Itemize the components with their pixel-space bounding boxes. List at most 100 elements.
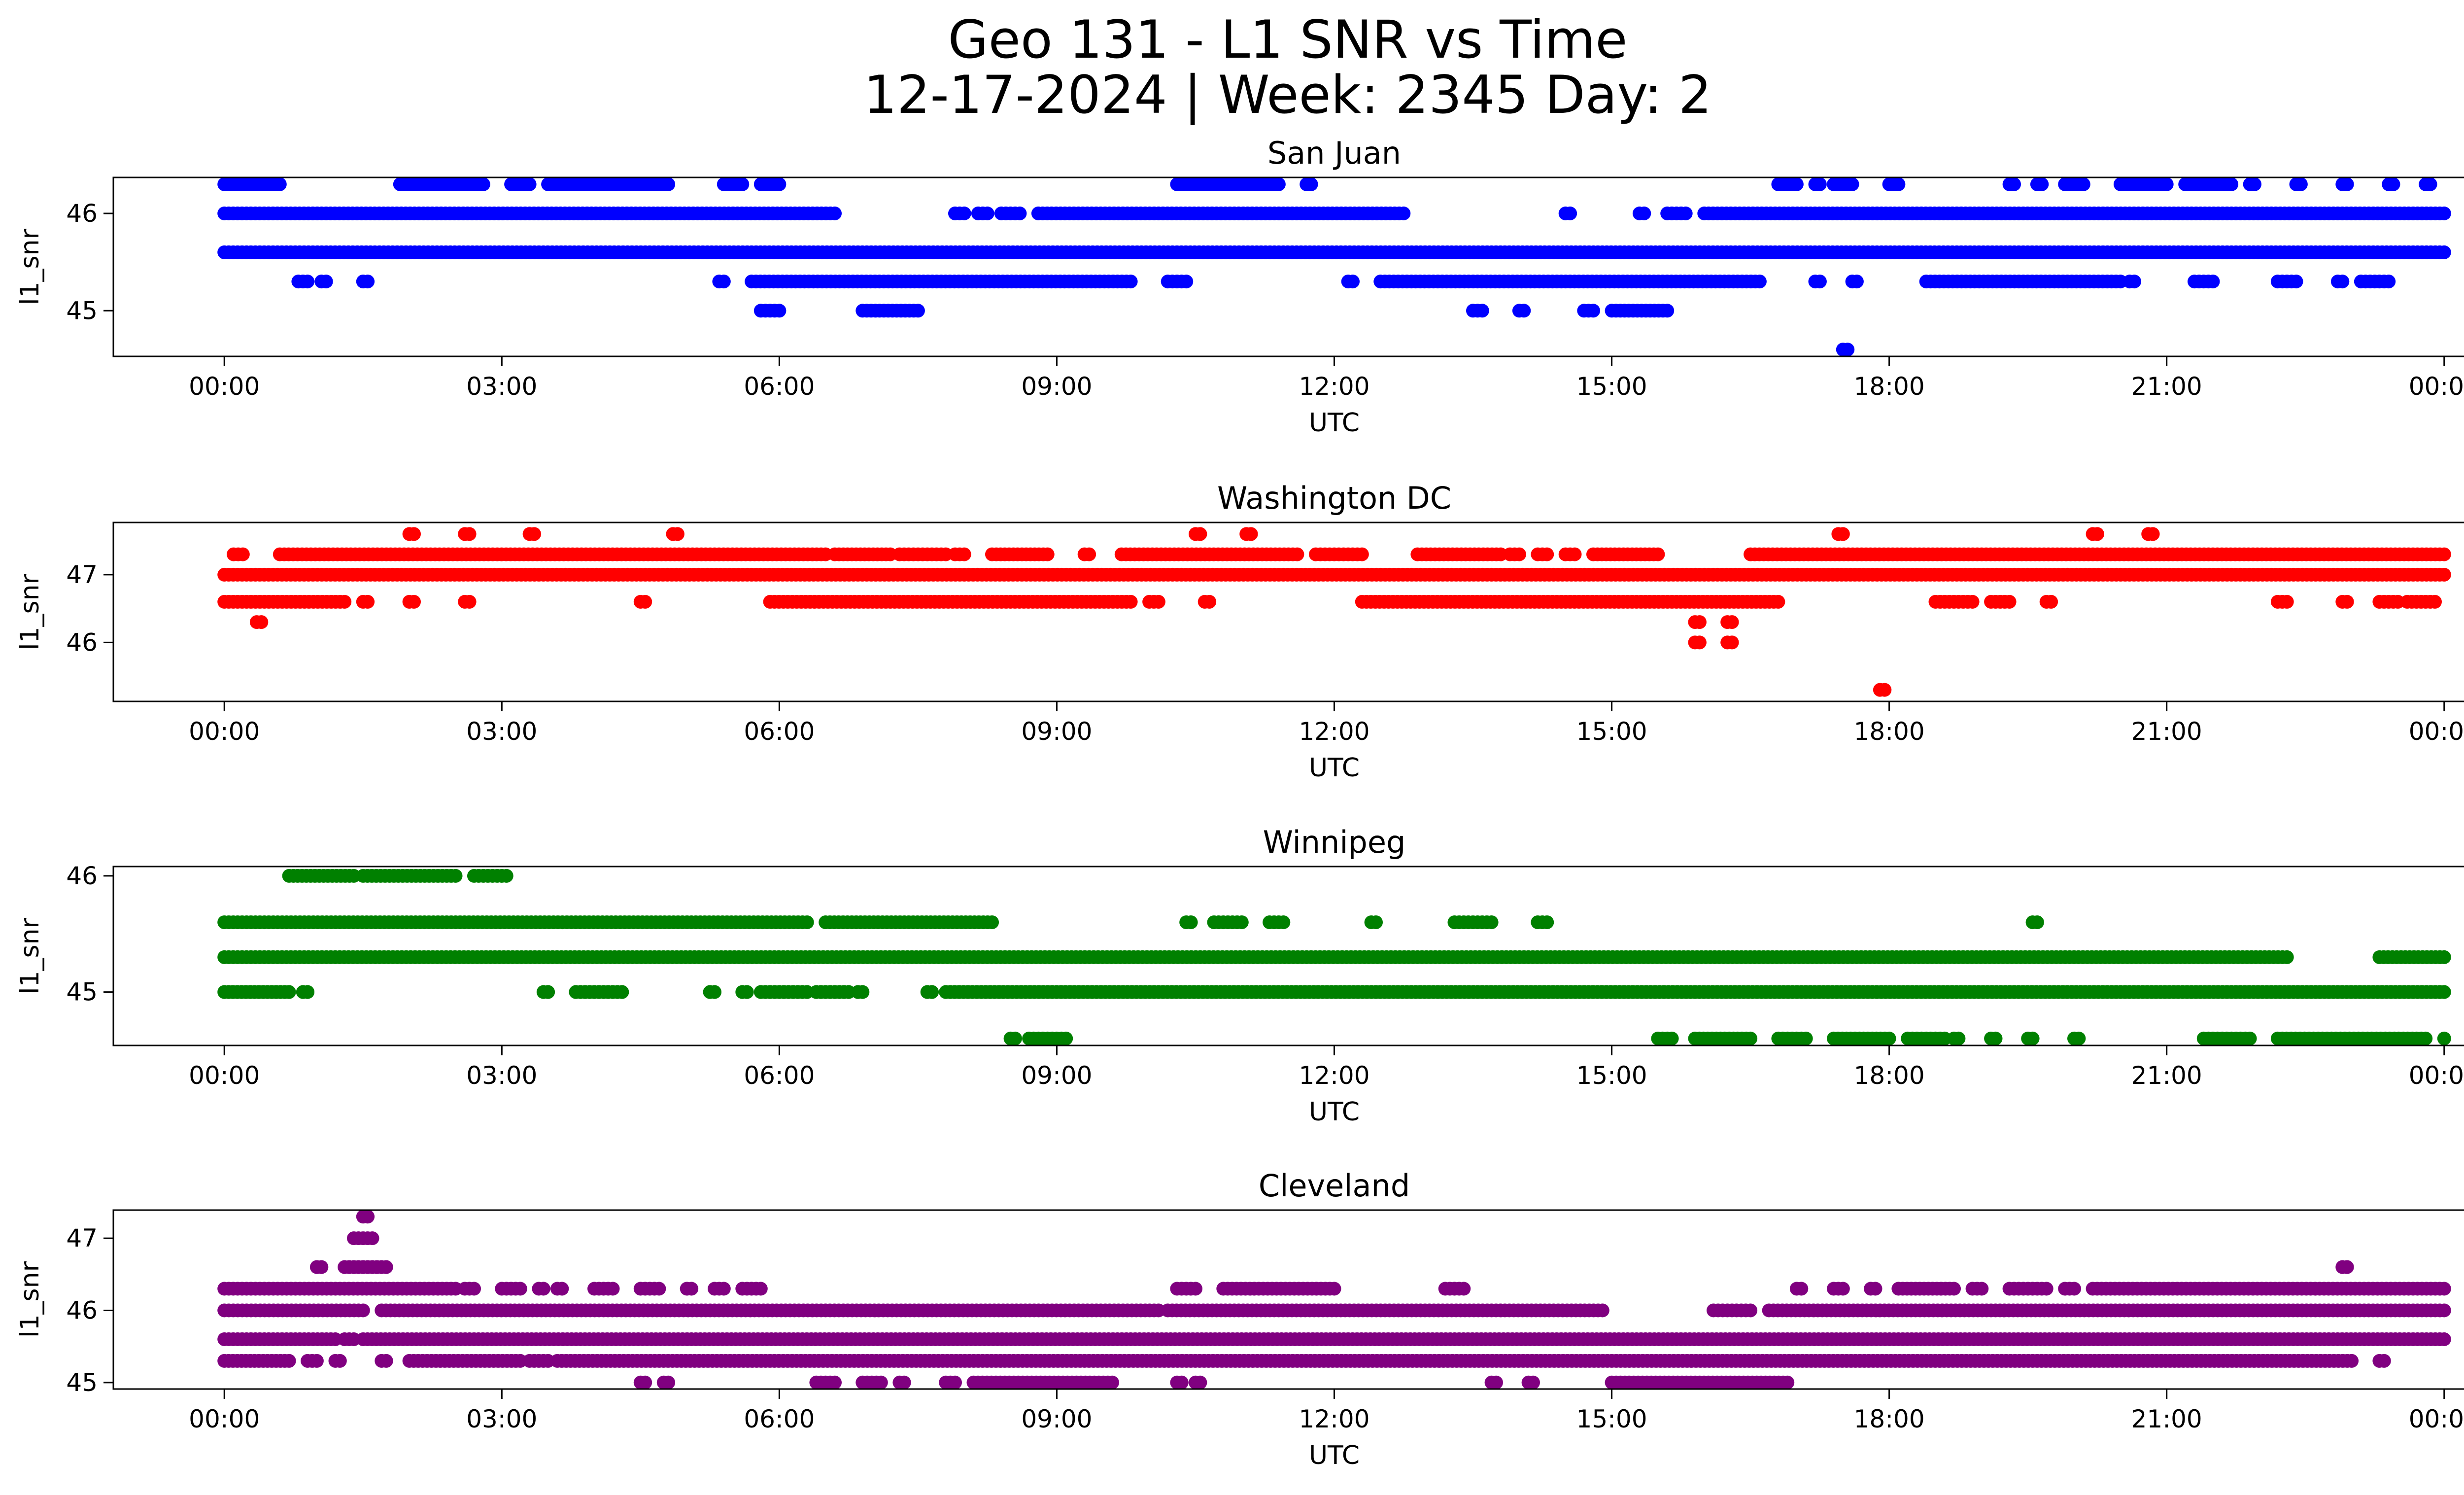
series-y-45.3 <box>217 950 2451 964</box>
series-y-46 <box>217 1303 2451 1318</box>
data-point <box>338 594 352 609</box>
data-point <box>1304 177 1318 191</box>
x-tick-label: 18:00 <box>1854 1061 1925 1090</box>
data-point <box>1040 547 1055 561</box>
data-point <box>2224 177 2239 191</box>
x-axis-label: UTC <box>1309 753 1360 783</box>
chart-panel-1: 00:00 03:00 06:00 09:00 12:00 15:00 18:00 21:00… <box>15 480 2464 783</box>
series-y-44.6 <box>1836 343 1855 357</box>
data-point <box>1276 915 1291 930</box>
scatter-points <box>217 869 2451 1045</box>
data-point <box>2293 177 2308 191</box>
data-point <box>1184 915 1198 930</box>
data-point <box>2437 950 2451 964</box>
data-point <box>2423 177 2437 191</box>
data-point <box>2437 245 2451 259</box>
data-point <box>236 547 250 561</box>
data-point <box>282 985 296 999</box>
figure-title-line2: 12-17-2024 | Week: 2345 Day: 2 <box>863 65 1712 125</box>
data-point <box>301 985 315 999</box>
data-point <box>606 1282 620 1296</box>
y-axis-label: l1_snr <box>15 228 45 305</box>
data-point <box>1988 1031 2003 1045</box>
data-point <box>1346 275 1360 289</box>
data-point <box>638 594 652 609</box>
x-tick-label: 06:00 <box>744 717 815 746</box>
data-point <box>499 869 513 883</box>
series-y-46.6 <box>217 594 2442 609</box>
data-point <box>2035 177 2049 191</box>
data-point <box>1517 304 1531 318</box>
data-point <box>527 527 541 541</box>
data-point <box>2025 1031 2040 1045</box>
x-tick-label: 06:00 <box>744 372 815 401</box>
data-point <box>615 985 629 999</box>
x-tick-label: 18:00 <box>1854 372 1925 401</box>
data-point <box>1179 275 1194 289</box>
x-tick-label: 00:00 <box>189 372 260 401</box>
series-y-46 <box>217 207 2451 220</box>
data-point <box>985 915 999 930</box>
data-point <box>1752 275 1767 289</box>
data-point <box>2437 985 2451 999</box>
data-point <box>2437 207 2451 220</box>
data-point <box>1665 1031 1679 1045</box>
data-point <box>2030 915 2044 930</box>
series-y-46.3 <box>217 1282 2451 1296</box>
subplot-title: Washington DC <box>1217 480 1451 516</box>
data-point <box>555 1282 569 1296</box>
data-point <box>2007 177 2021 191</box>
data-point <box>1151 594 1165 609</box>
series-y-45.6 <box>217 245 2451 259</box>
x-tick-label: 15:00 <box>1576 717 1647 746</box>
data-point <box>1202 594 1217 609</box>
data-point <box>2437 1031 2451 1045</box>
data-point <box>1082 547 1096 561</box>
chart-panel-3: 00:00 03:00 06:00 09:00 12:00 15:00 18:00 21:00… <box>15 1168 2464 1470</box>
data-point <box>2280 950 2294 964</box>
data-point <box>2280 594 2294 609</box>
data-point <box>2340 594 2354 609</box>
x-tick-label: 03:00 <box>466 717 537 746</box>
data-point <box>407 594 421 609</box>
data-point <box>1849 275 1864 289</box>
data-point <box>407 527 421 541</box>
y-tick-label: 45 <box>66 978 98 1007</box>
y-axis-label: l1_snr <box>15 917 45 994</box>
data-point <box>717 1282 731 1296</box>
data-point <box>753 1282 768 1296</box>
data-point <box>2159 177 2174 191</box>
data-point <box>2206 275 2220 289</box>
data-point <box>1882 1031 1896 1045</box>
y-tick-label: 46 <box>66 862 98 890</box>
data-point <box>254 615 269 629</box>
x-tick-label: 12:00 <box>1299 372 1369 401</box>
data-point <box>1692 635 1707 650</box>
data-point <box>1193 527 1207 541</box>
data-point <box>1059 1031 1073 1045</box>
data-point <box>462 527 477 541</box>
data-point <box>1189 1282 1202 1296</box>
data-point <box>522 177 537 191</box>
x-tick-label: 09:00 <box>1021 372 1092 401</box>
data-point <box>1355 547 1369 561</box>
data-point <box>536 1282 550 1296</box>
data-point <box>1540 915 1554 930</box>
x-tick-label: 00:00 <box>189 717 260 746</box>
x-tick-label: 21:00 <box>2131 717 2202 746</box>
data-point <box>2386 177 2400 191</box>
series-y-45 <box>217 985 2451 999</box>
data-point <box>2090 527 2104 541</box>
data-point <box>1124 594 1138 609</box>
data-point <box>2243 1031 2257 1045</box>
data-point <box>740 985 754 999</box>
data-point <box>476 177 490 191</box>
data-point <box>1244 527 1258 541</box>
data-point <box>356 1303 370 1318</box>
data-point <box>448 869 463 883</box>
x-tick-label: 06:00 <box>744 1061 815 1090</box>
x-tick-label: 15:00 <box>1576 372 1647 401</box>
data-point <box>2437 547 2451 561</box>
series-y-45.3 <box>291 275 2396 289</box>
